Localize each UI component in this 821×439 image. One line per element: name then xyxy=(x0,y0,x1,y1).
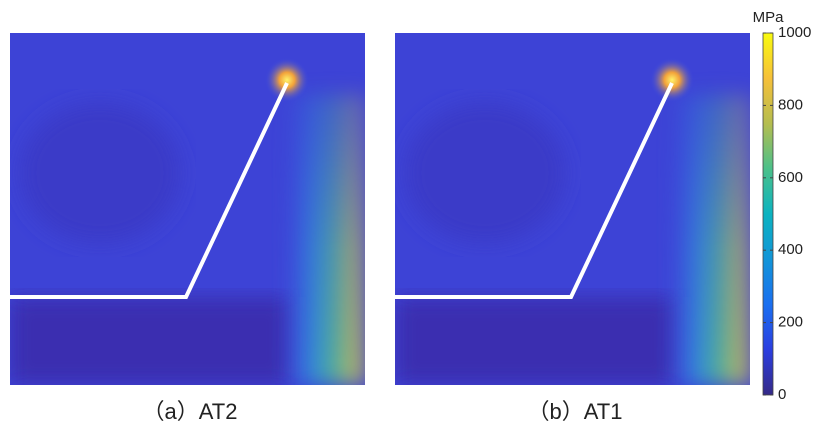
colorbar xyxy=(762,32,774,396)
tick-label: 400 xyxy=(778,241,803,258)
tick-label: 800 xyxy=(778,96,803,113)
caption: （a）AT2 xyxy=(143,399,238,424)
stress-field-a xyxy=(10,33,365,385)
tick-label: 200 xyxy=(778,314,803,331)
stress-field-b xyxy=(395,33,750,385)
caption: （b）AT1 xyxy=(528,399,623,424)
tick-label: 600 xyxy=(778,169,803,186)
colorbar-label: MPa xyxy=(753,9,785,26)
colorbar-ticks: 0 200 400 600 800 1000 xyxy=(763,24,811,403)
tick-label: 0 xyxy=(778,386,786,403)
tick-label: 1000 xyxy=(778,24,811,41)
